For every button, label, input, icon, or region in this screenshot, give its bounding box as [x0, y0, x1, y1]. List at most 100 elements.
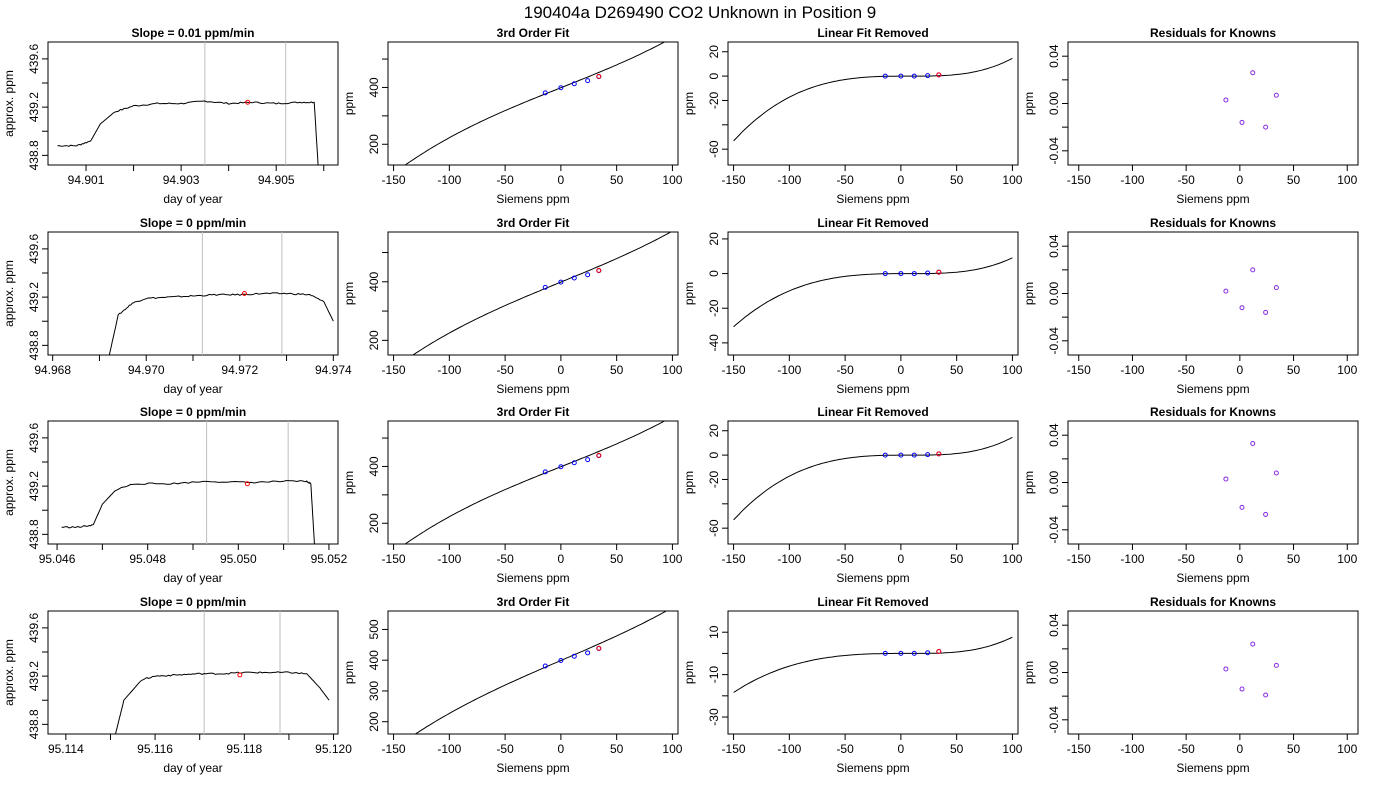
- y-tick-label: -60: [707, 140, 721, 158]
- y-tick-label: -20: [707, 91, 721, 109]
- x-tick-label: -150: [722, 363, 746, 377]
- x-tick-label: 50: [950, 742, 964, 756]
- x-tick-label: 0: [558, 173, 565, 187]
- y-tick-label: 0.00: [1047, 470, 1061, 494]
- x-tick-label: 94.974: [315, 363, 352, 377]
- x-tick-label: -150: [382, 552, 406, 566]
- y-tick-label: 438.8: [27, 709, 41, 739]
- residual-point: [1223, 666, 1229, 672]
- y-axis-label: ppm: [682, 92, 696, 115]
- y-tick-label: 0.04: [1047, 234, 1061, 258]
- x-tick-label: 50: [1287, 363, 1301, 377]
- x-tick-label: 50: [1287, 173, 1301, 187]
- figure-title: 190404a D269490 CO2 Unknown in Position …: [524, 3, 877, 22]
- x-tick-label: 95.048: [129, 552, 166, 566]
- x-tick-label: 100: [662, 552, 682, 566]
- fit-curve: [404, 42, 666, 165]
- known-standard-point: [911, 650, 917, 656]
- fit-curve: [414, 611, 668, 734]
- x-tick-label: -150: [1067, 173, 1091, 187]
- x-axis-label: Siemens ppm: [836, 761, 909, 775]
- y-tick-label: -60: [707, 519, 721, 537]
- panel-r0-c3: Residuals for Knowns Siemens ppm ppm -150 -1…: [1022, 26, 1359, 206]
- x-axis-label: Siemens ppm: [1176, 382, 1249, 396]
- y-axis-label: ppm: [682, 471, 696, 494]
- plot-frame: [387, 610, 679, 735]
- plot-area: [1223, 70, 1279, 130]
- y-tick-label: 0.04: [1047, 613, 1061, 637]
- x-tick-label: -100: [437, 742, 461, 756]
- x-tick-label: 95.120: [315, 742, 352, 756]
- plot-area: [404, 42, 666, 165]
- known-standard-point: [898, 452, 904, 458]
- residual-point: [1273, 92, 1279, 98]
- x-tick-label: -50: [1177, 552, 1195, 566]
- y-tick-label: -0.04: [1047, 516, 1061, 544]
- known-standard-point: [585, 650, 591, 656]
- known-standard-point: [558, 85, 564, 91]
- sample-marker: [245, 99, 251, 105]
- x-axis-label: Siemens ppm: [1176, 571, 1249, 585]
- x-tick-label: 100: [1002, 173, 1022, 187]
- unknown-sample-point: [596, 267, 602, 273]
- y-tick-label: 0: [707, 270, 721, 277]
- y-axis-label: ppm: [682, 661, 696, 684]
- unknown-sample-point: [596, 73, 602, 79]
- x-tick-label: -100: [777, 552, 801, 566]
- plot-frame: [727, 420, 1019, 545]
- y-tick-label: 400: [367, 77, 381, 97]
- residual-point: [1239, 504, 1245, 510]
- known-standard-point: [911, 271, 917, 277]
- x-tick-label: 50: [610, 363, 624, 377]
- known-standard-point: [882, 650, 888, 656]
- unknown-sample-point: [596, 452, 602, 458]
- ppm-trace: [57, 100, 319, 165]
- panel-r2-c2: Linear Fit Removed Siemens ppm ppm -150 -100…: [682, 405, 1023, 585]
- known-standard-point: [542, 469, 548, 475]
- residual-point: [1239, 686, 1245, 692]
- x-tick-label: -150: [722, 742, 746, 756]
- panel-r2-c0: Slope = 0 ppm/min day of year approx. ppm 9…: [2, 405, 348, 585]
- unknown-sample-point: [936, 72, 942, 78]
- y-axis-label: ppm: [342, 661, 356, 684]
- y-axis-label: ppm: [342, 92, 356, 115]
- x-axis-label: Siemens ppm: [496, 192, 569, 206]
- panel-title: Linear Fit Removed: [817, 216, 928, 230]
- residual-point: [1273, 470, 1279, 476]
- known-standard-point: [882, 73, 888, 79]
- y-tick-label: 439.2: [27, 661, 41, 691]
- x-axis-label: Siemens ppm: [496, 571, 569, 585]
- y-tick-label: 400: [367, 456, 381, 476]
- x-tick-label: 0: [558, 552, 565, 566]
- x-tick-label: 50: [610, 552, 624, 566]
- plot-area: [1223, 440, 1279, 517]
- y-tick-label: 300: [367, 681, 381, 701]
- x-tick-label: -150: [382, 742, 406, 756]
- x-tick-label: -150: [382, 363, 406, 377]
- known-standard-point: [898, 650, 904, 656]
- plot-area: [733, 257, 1013, 328]
- x-tick-label: 0: [1237, 363, 1244, 377]
- x-tick-label: 94.905: [258, 173, 295, 187]
- x-tick-label: -150: [1067, 742, 1091, 756]
- known-standard-point: [558, 464, 564, 470]
- x-tick-label: -100: [1120, 173, 1144, 187]
- y-axis-label: approx. ppm: [2, 639, 16, 706]
- panel-r0-c0: Slope = 0.01 ppm/min day of year approx. p…: [2, 26, 339, 206]
- fit-curve: [733, 636, 1013, 693]
- panel-r1-c3: Residuals for Knowns Siemens ppm ppm -150 -1…: [1022, 216, 1359, 396]
- x-tick-label: 0: [558, 742, 565, 756]
- fit-curve: [733, 257, 1013, 328]
- plot-area: [1223, 267, 1279, 315]
- known-standard-point: [571, 81, 577, 87]
- known-standard-point: [585, 272, 591, 278]
- known-standard-point: [898, 271, 904, 277]
- x-tick-label: -100: [437, 173, 461, 187]
- fit-curve: [412, 232, 672, 355]
- x-tick-label: -100: [777, 363, 801, 377]
- x-tick-label: 95.050: [220, 552, 257, 566]
- x-tick-label: -50: [836, 363, 854, 377]
- plot-area: [733, 436, 1013, 521]
- known-standard-point: [925, 452, 931, 458]
- plot-area: [61, 421, 315, 544]
